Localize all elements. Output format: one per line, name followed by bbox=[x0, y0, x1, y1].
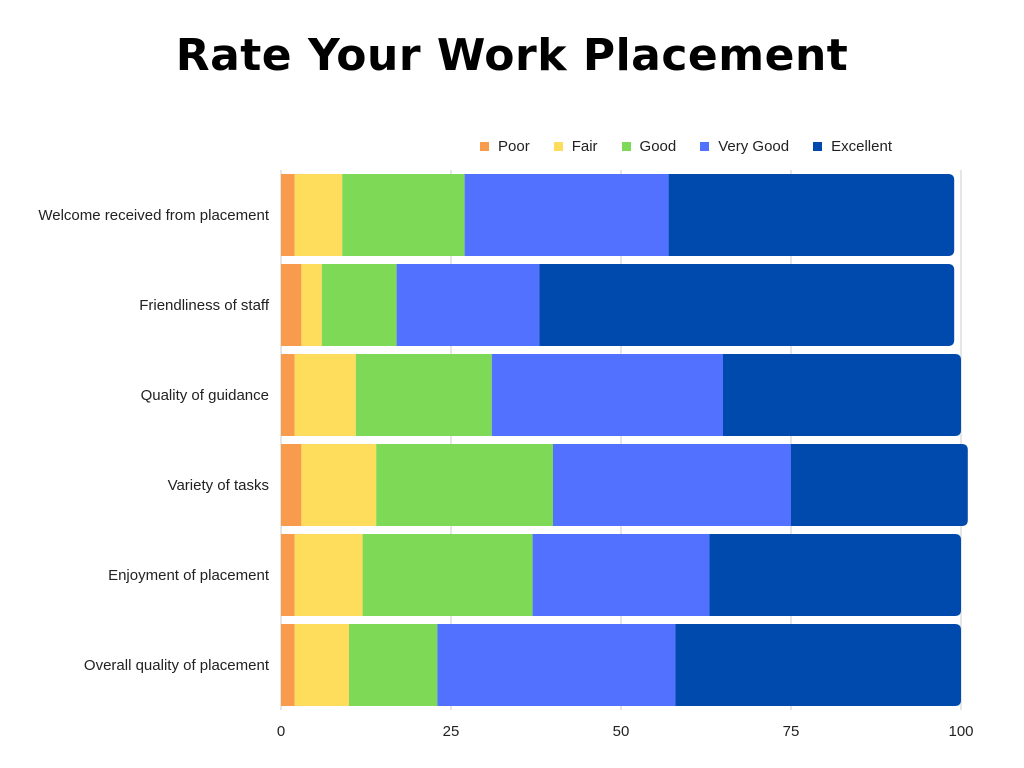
legend-label: Fair bbox=[571, 137, 598, 155]
legend: Poor Fair Good Very Good Excellent bbox=[480, 136, 916, 156]
bar-poor-friendliness-of-staff bbox=[281, 264, 302, 346]
category-labels: Welcome received from placement Friendlin… bbox=[38, 207, 269, 674]
bar-fair-overall-quality-of-placement bbox=[294, 624, 349, 706]
bar-very-good-variety-of-tasks bbox=[553, 444, 791, 526]
bar-excellent-welcome-received-from-placement bbox=[668, 174, 955, 256]
legend-label: Excellent bbox=[831, 137, 892, 155]
legend-item-excellent: Excellent bbox=[813, 138, 892, 155]
bar-poor-welcome-received-from-placement bbox=[281, 174, 295, 256]
x-tick-label: 50 bbox=[613, 723, 630, 740]
category-label: Friendliness of staff bbox=[139, 297, 270, 314]
bar-good-variety-of-tasks bbox=[376, 444, 553, 526]
bar-excellent-quality-of-guidance bbox=[723, 354, 961, 436]
bar-very-good-friendliness-of-staff bbox=[396, 264, 540, 346]
bar-good-enjoyment-of-placement bbox=[362, 534, 533, 616]
bar-fair-friendliness-of-staff bbox=[301, 264, 322, 346]
legend-item-good: Good bbox=[621, 137, 677, 155]
legend-item-poor: Poor bbox=[480, 138, 530, 155]
x-tick-label: 100 bbox=[948, 723, 973, 740]
x-tick-label: 75 bbox=[783, 723, 800, 740]
legend-swatch bbox=[813, 141, 823, 151]
legend-swatch bbox=[553, 141, 563, 151]
bar-poor-enjoyment-of-placement bbox=[281, 534, 295, 616]
bar-good-friendliness-of-staff bbox=[321, 264, 397, 346]
bar-excellent-variety-of-tasks bbox=[791, 444, 968, 526]
x-tick-label: 25 bbox=[443, 723, 460, 740]
legend-label: Good bbox=[639, 137, 677, 155]
bar-good-welcome-received-from-placement bbox=[342, 174, 465, 256]
category-label: Variety of tasks bbox=[168, 477, 269, 494]
legend-label: Very Good bbox=[718, 137, 790, 155]
bar-good-quality-of-guidance bbox=[355, 354, 492, 436]
legend-swatch bbox=[480, 141, 489, 151]
bar-fair-quality-of-guidance bbox=[294, 354, 356, 436]
bar-fair-enjoyment-of-placement bbox=[294, 534, 363, 616]
bar-very-good-welcome-received-from-placement bbox=[464, 174, 669, 256]
legend-item-very-good: Very Good bbox=[700, 138, 789, 155]
bar-excellent-friendliness-of-staff bbox=[539, 264, 955, 346]
category-label: Welcome received from placement bbox=[38, 207, 269, 224]
bar-fair-variety-of-tasks bbox=[301, 444, 377, 526]
chart-title: Rate Your Work Placement bbox=[175, 30, 849, 81]
legend-item-fair: Fair bbox=[553, 137, 598, 155]
category-label: Quality of guidance bbox=[141, 387, 269, 404]
bar-excellent-overall-quality-of-placement bbox=[675, 624, 961, 706]
bar-very-good-overall-quality-of-placement bbox=[437, 624, 676, 706]
legend-label: Poor bbox=[498, 137, 530, 155]
bar-poor-overall-quality-of-placement bbox=[281, 624, 295, 706]
legend-swatch bbox=[621, 141, 631, 151]
category-label: Enjoyment of placement bbox=[108, 567, 270, 584]
x-axis-ticks: 0 25 50 75 100 bbox=[277, 723, 974, 740]
bar-poor-quality-of-guidance bbox=[281, 354, 295, 436]
legend-swatch bbox=[700, 141, 710, 151]
gridlines bbox=[280, 170, 962, 710]
bar-excellent-enjoyment-of-placement bbox=[709, 534, 961, 616]
bars bbox=[281, 174, 968, 706]
bar-good-overall-quality-of-placement bbox=[349, 624, 438, 706]
bar-very-good-quality-of-guidance bbox=[491, 354, 723, 436]
x-tick-label: 0 bbox=[277, 723, 285, 740]
bar-poor-variety-of-tasks bbox=[281, 444, 302, 526]
bar-very-good-enjoyment-of-placement bbox=[532, 534, 710, 616]
category-label: Overall quality of placement bbox=[84, 657, 270, 674]
bar-fair-welcome-received-from-placement bbox=[294, 174, 343, 256]
